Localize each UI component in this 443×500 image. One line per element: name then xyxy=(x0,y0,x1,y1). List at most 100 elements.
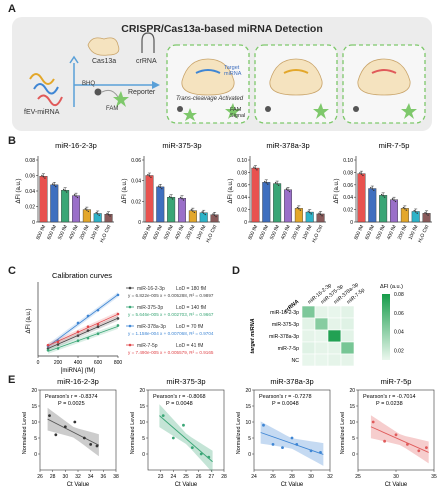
row-label: miR-378a-3p xyxy=(269,334,299,340)
replicate-point xyxy=(310,213,312,215)
data-point xyxy=(171,436,175,440)
replicate-point xyxy=(394,200,397,203)
panel-letter-a: A xyxy=(8,3,16,15)
replicate-point xyxy=(204,213,206,216)
replicate-point xyxy=(201,211,203,213)
data-point xyxy=(182,423,185,427)
replicate-point xyxy=(75,195,77,197)
data-point xyxy=(161,414,165,417)
pearson-r: Pearson's r = -0.8068 xyxy=(153,394,206,400)
heatmap-cell xyxy=(340,329,355,343)
data-point xyxy=(76,334,80,337)
replicate-point xyxy=(95,211,97,214)
replicate-point xyxy=(371,188,373,190)
specificity-heatmap: crRNAmiR-16-2-3pmiR-375-3pmiR-378a-3pmiR… xyxy=(250,282,404,367)
x-tick-label: 500 fM xyxy=(163,224,175,240)
legend-lod: LoD = 180 fM xyxy=(176,286,206,292)
legend-label: miR-7-5p xyxy=(137,343,158,349)
x-tick-label: 800 fM xyxy=(247,224,259,240)
x-tick-label: 200 fM xyxy=(185,224,197,240)
x-tick-label: 200 fM xyxy=(397,224,409,240)
data-point xyxy=(73,420,77,424)
arrow-head-icon xyxy=(152,81,160,89)
replicate-point xyxy=(106,212,108,215)
replicate-point xyxy=(307,210,309,212)
data-point xyxy=(82,436,86,440)
y-tick-label: 5 xyxy=(352,436,355,442)
x-tick-label: 800 fM xyxy=(353,224,365,240)
bhq-quencher-icon xyxy=(94,88,102,96)
heatmap-cell xyxy=(327,305,342,319)
y-tick-label: 15 xyxy=(349,404,355,410)
x-tick-label: 600 fM xyxy=(46,224,58,240)
x-tick-label: 28 xyxy=(50,474,56,480)
data-point xyxy=(199,452,203,456)
replicate-point xyxy=(393,199,395,201)
series-miR-7-5p: miR-7-5p LoD = 41 fMy = 7.490e-005 x + 0.… xyxy=(46,311,214,355)
heatmap-cell xyxy=(327,341,342,355)
fit-line xyxy=(47,325,119,352)
heatmap-cell xyxy=(327,317,342,331)
data-point xyxy=(116,324,120,327)
replicate-point xyxy=(402,206,405,209)
reaction-box-red xyxy=(342,44,426,124)
mirna-strand-red xyxy=(37,94,63,107)
data-point xyxy=(86,314,90,318)
data-point xyxy=(190,446,194,449)
x-tick-label: 200 fM xyxy=(291,224,303,240)
legend-lod: LoD = 41 fM xyxy=(176,343,203,349)
replicate-point xyxy=(362,174,364,177)
data-point xyxy=(116,312,120,316)
replicate-point xyxy=(318,212,320,214)
x-tick-label: 400 fM xyxy=(280,224,292,240)
target-mirna-label: Target miRNA xyxy=(224,65,242,77)
x-tick-label: 800 fM xyxy=(141,224,153,240)
x-tick-label: 200 xyxy=(54,360,63,366)
x-tick-label: 25 xyxy=(183,474,189,480)
replicate-point xyxy=(52,183,54,185)
data-point xyxy=(56,343,60,346)
bar xyxy=(411,211,420,223)
heatmap-cell xyxy=(340,353,355,367)
legend-marker xyxy=(128,286,132,290)
y-tick-label: 0.10 xyxy=(343,158,353,164)
bar xyxy=(199,212,208,223)
x-axis-label: Ct Value xyxy=(67,482,90,488)
data-point xyxy=(86,336,90,340)
x-tick-label: 32 xyxy=(75,474,81,480)
y-tick-label: 15 xyxy=(139,404,145,410)
replicate-point xyxy=(213,214,216,216)
fit-line xyxy=(260,432,324,455)
x-tick-label: 30 xyxy=(393,474,399,480)
bar xyxy=(262,182,271,223)
chart-title: miR-378a-3p xyxy=(266,141,309,150)
pearson-r: Pearson's r = -0.8374 xyxy=(45,394,98,400)
heatmap-cell xyxy=(301,341,316,355)
y-tick-label: 0 xyxy=(32,220,35,226)
panel-letter-c: C xyxy=(8,265,16,277)
replicate-point xyxy=(161,187,163,190)
bar xyxy=(273,183,282,223)
x-tick-label: 200 fM xyxy=(79,224,91,240)
replicate-point xyxy=(87,210,90,213)
schematic-title: CRISPR/Cas13a-based miRNA Detection xyxy=(121,23,323,35)
data-point xyxy=(319,451,322,454)
data-point xyxy=(86,325,90,329)
heatmap-cell xyxy=(301,329,316,343)
y-tick-label: 10 xyxy=(245,420,251,426)
bar xyxy=(422,213,431,223)
bar xyxy=(357,173,366,223)
replicate-point xyxy=(190,209,193,211)
y-tick-label: 20 xyxy=(31,388,37,394)
legend-lod: LoD = 140 fM xyxy=(176,305,206,311)
sample-label: fEV-miRNA xyxy=(24,109,60,116)
replicate-point xyxy=(380,193,383,196)
schematic-panel: CRISPR/Cas13a-based miRNA Detection xyxy=(12,17,432,131)
bar xyxy=(368,188,377,223)
x-tick-label: 400 xyxy=(74,360,83,366)
data-point xyxy=(56,347,60,350)
y-axis-label: Normalized Level xyxy=(22,412,28,455)
x-tick-label: 400 fM xyxy=(386,224,398,240)
y-axis-label: ΔFI (a.u.) xyxy=(334,178,340,203)
